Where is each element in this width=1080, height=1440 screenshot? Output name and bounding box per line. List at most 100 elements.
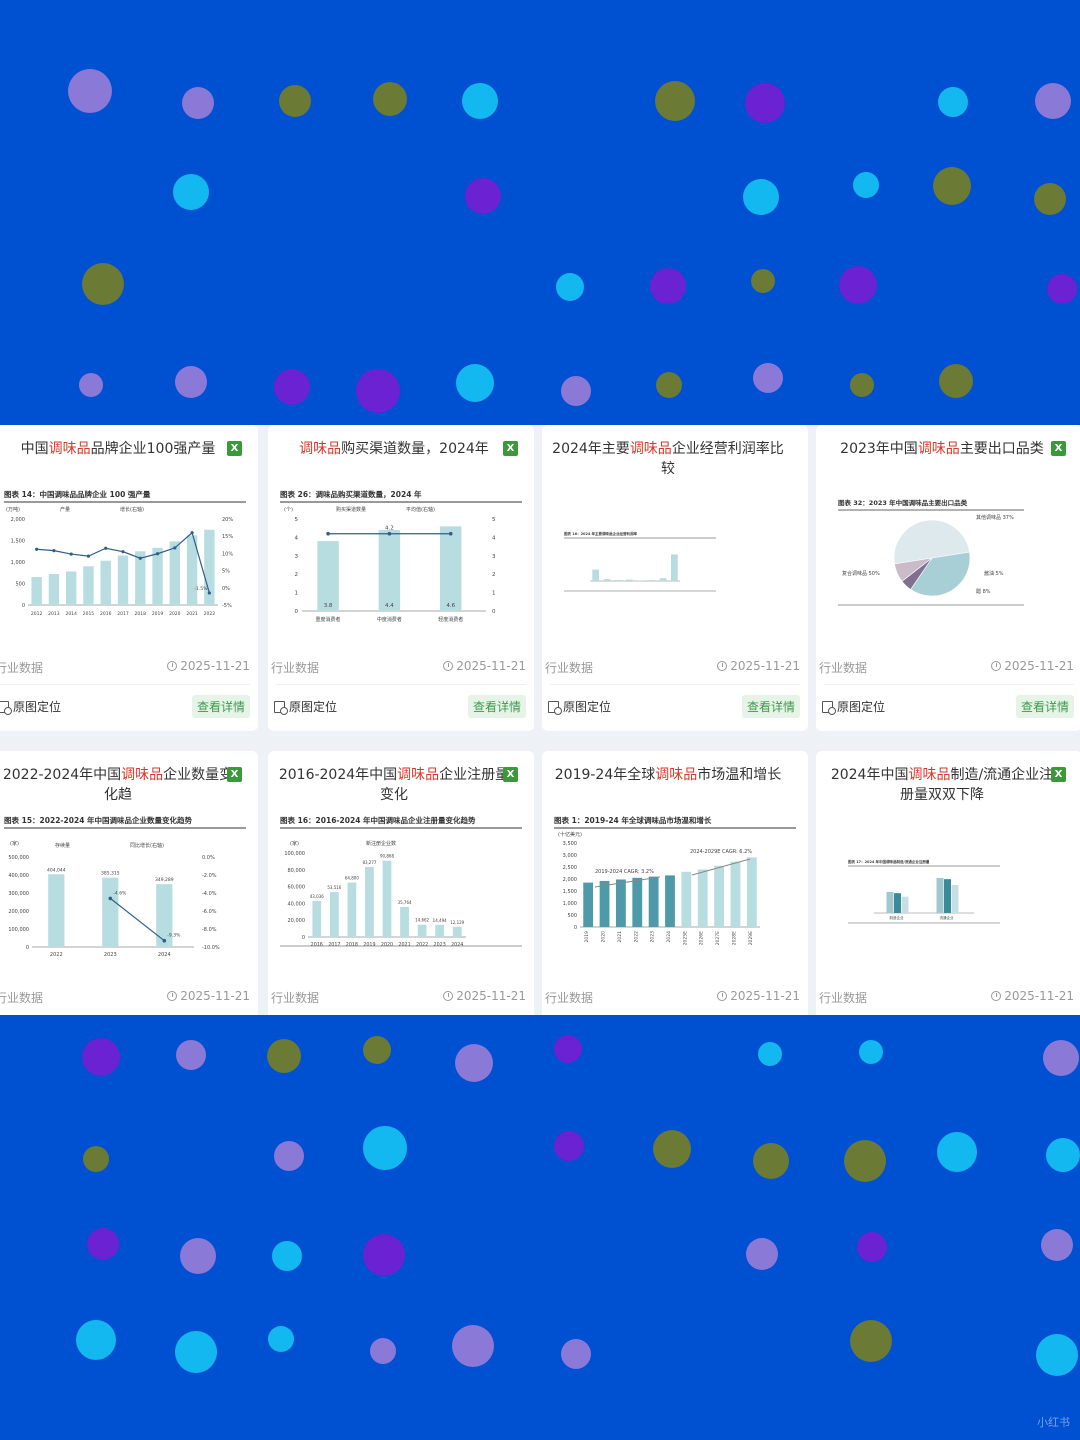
decorative-dot xyxy=(1046,1138,1080,1172)
decorative-dot xyxy=(182,87,214,119)
card-export-categories[interactable]: 2023年中国调味品主要出口品类 X 图表 32：2023 年中国调味品主要出口品类… xyxy=(816,425,1080,731)
card-title: 2016-2024年中国调味品企业注册量变化 xyxy=(278,765,510,805)
bar xyxy=(901,896,909,913)
chart-thumbnail[interactable]: 图表 26：调味品购买渠道数量，2024 年 (个) 5 5 4 4 3 3 2 2 1 1 0 0 购买渠… xyxy=(276,483,526,643)
chart-title: 图表 16：2016-2024 年中国调味品企业注册量变化趋势 xyxy=(280,815,476,825)
line-point xyxy=(52,549,56,553)
bar xyxy=(31,577,42,605)
bar xyxy=(378,530,401,611)
chart-thumbnail[interactable]: 图表 16：2024 年主要调味品企业经营利润率 xyxy=(550,483,800,643)
card-title-post: 市场温和增长 xyxy=(697,767,782,783)
view-detail-button[interactable]: 查看详情 xyxy=(467,695,526,718)
decorative-dot xyxy=(844,1140,886,1182)
bar xyxy=(746,857,757,927)
chart-thumbnail[interactable]: 图表 16：2016-2024 年中国调味品企业注册量变化趋势 (家) 100,00… xyxy=(276,809,526,969)
view-detail-button[interactable]: 查看详情 xyxy=(1015,695,1074,718)
y-tick-label: 1,500 xyxy=(563,889,577,895)
bar xyxy=(730,861,741,927)
locate-original-button[interactable]: 原图定位 xyxy=(822,698,885,715)
y-tick-label: 100,000 xyxy=(8,927,29,933)
data-label: 90,868 xyxy=(380,854,394,859)
card-seasoning-top100-output[interactable]: 中国调味品品牌企业100强产量 X 图表 14：中国调味品品牌企业 100 强产量(… xyxy=(0,425,258,731)
data-label: 4.4 xyxy=(385,603,394,609)
y-tick-label: 3 xyxy=(295,554,299,560)
card-date-text: 2025-11-21 xyxy=(730,659,800,673)
card-actions: 原图定位 查看详情 xyxy=(816,693,1080,719)
data-label: 14,494 xyxy=(433,918,447,923)
bar xyxy=(603,579,611,581)
excel-file-icon[interactable]: X xyxy=(227,441,242,456)
bar xyxy=(204,529,215,605)
decorative-dot xyxy=(82,263,124,305)
excel-file-icon[interactable]: X xyxy=(1051,441,1066,456)
locate-original-button[interactable]: 原图定位 xyxy=(0,698,61,715)
locate-original-button[interactable]: 原图定位 xyxy=(548,698,611,715)
legend-entry: 增长(右轴) xyxy=(120,506,144,513)
decorative-dot xyxy=(1035,83,1071,119)
card-title-pre: 2022-2024年中国 xyxy=(2,767,122,783)
watermark: 小红书 xyxy=(1037,1416,1070,1429)
decorative-dot xyxy=(267,1039,301,1073)
decorative-dot xyxy=(456,364,494,402)
excel-file-icon[interactable]: X xyxy=(227,767,242,782)
y2-tick-label: 2 xyxy=(492,572,496,578)
card-purchase-channels[interactable]: 调味品购买渠道数量，2024年 X 图表 26：调味品购买渠道数量，2024 年 (个… xyxy=(268,425,534,731)
card-title-post: 主要出口品类 xyxy=(959,441,1044,457)
chart-thumbnail[interactable]: 图表 14：中国调味品品牌企业 100 强产量 (万吨) 2,000 1,500 1,0… xyxy=(0,483,250,643)
excel-file-icon[interactable]: X xyxy=(503,767,518,782)
excel-file-icon[interactable]: X xyxy=(503,441,518,456)
bar xyxy=(592,569,599,581)
card-enterprise-count[interactable]: 2022-2024年中国调味品企业数量变化趋 X 图表 15：2022-2024 年… xyxy=(0,751,258,1015)
y-tick-label: 2,000 xyxy=(11,517,25,523)
x-tick-label: 2022 xyxy=(50,952,63,958)
y2-tick-label: 0 xyxy=(492,609,496,615)
x-tick-label: 2014 xyxy=(65,611,77,617)
decorative-dot xyxy=(175,1331,217,1373)
card-title-hl: 调味品 xyxy=(397,767,440,783)
pie-slice xyxy=(894,557,933,582)
chart-thumbnail[interactable]: 图表 1：2019-24 年全球调味品市场温和增长 (十亿美元) 3,500 3,00… xyxy=(550,809,800,969)
y-tick-label: 4 xyxy=(295,535,299,541)
card-title-hl: 调味品 xyxy=(299,441,342,457)
chart-thumbnail[interactable]: 图表 15：2022-2024 年中国调味品企业数量变化趋势 (家) 500,000… xyxy=(0,809,250,969)
chart-thumbnail[interactable]: 图表 17：2024 年中国调味品制造/流通企业注册量 制造企业 流通企业 xyxy=(824,809,1074,969)
bar xyxy=(417,924,427,937)
y2-tick-label: -4.0% xyxy=(202,891,217,897)
card-global-market[interactable]: 2019-24年全球调味品市场温和增长图表 1：2019-24 年全球调味品市场… xyxy=(542,751,808,1015)
y-tick-label: 3,000 xyxy=(563,853,577,859)
x-tick-label: 轻度消费者 xyxy=(438,616,463,623)
decorative-dot xyxy=(373,82,407,116)
chart-thumbnail[interactable]: 图表 32：2023 年中国调味品主要出口品类 复合调味品 50% 其他调味品 37… xyxy=(824,483,1074,643)
data-label: 385,315 xyxy=(101,871,120,877)
card-enterprise-registration[interactable]: 2016-2024年中国调味品企业注册量变化 X 图表 16：2016-2024 年… xyxy=(268,751,534,1015)
x-tick-label: 2023 xyxy=(104,952,117,958)
data-label: 404,044 xyxy=(47,867,66,873)
decorative-dot xyxy=(650,268,686,304)
card-manufacturing-distribution[interactable]: 2024年中国调味品制造/流通企业注册量双双下降 X 图表 17：2024 年中国调… xyxy=(816,751,1080,1015)
image-locate-icon xyxy=(548,701,562,715)
data-label: 4.2 xyxy=(385,526,394,532)
bar xyxy=(681,871,692,927)
decorative-dot xyxy=(268,1326,294,1352)
decorative-dot xyxy=(937,1132,977,1172)
x-tick-label: 2022 xyxy=(633,931,639,943)
decorative-dot xyxy=(363,1234,405,1276)
chart-svg: 图表 14：中国调味品品牌企业 100 强产量 (万吨) 2,000 1,500 1,0… xyxy=(4,489,246,617)
locate-label: 原图定位 xyxy=(13,700,62,714)
y-tick-label: 0 xyxy=(302,935,305,941)
y2-tick-label: 3 xyxy=(492,554,496,560)
bar xyxy=(186,535,198,605)
card-title: 2019-24年全球调味品市场温和增长 xyxy=(552,765,784,785)
view-detail-button[interactable]: 查看详情 xyxy=(741,695,800,718)
locate-original-button[interactable]: 原图定位 xyxy=(274,698,337,715)
card-meta: 行业数据 2025-11-21 xyxy=(268,987,534,1007)
card-profit-margin[interactable]: 2024年主要调味品企业经营利润率比较 图表 16：2024 年主要调味品企业经营… xyxy=(542,425,808,731)
view-detail-button[interactable]: 查看详情 xyxy=(191,695,250,718)
x-tick-label: 2021 xyxy=(186,611,198,617)
clock-icon xyxy=(167,991,178,1001)
data-label: 349,289 xyxy=(155,877,174,883)
clock-icon xyxy=(717,991,728,1001)
y-tick-label: 500,000 xyxy=(8,855,29,861)
excel-file-icon[interactable]: X xyxy=(1051,767,1066,782)
